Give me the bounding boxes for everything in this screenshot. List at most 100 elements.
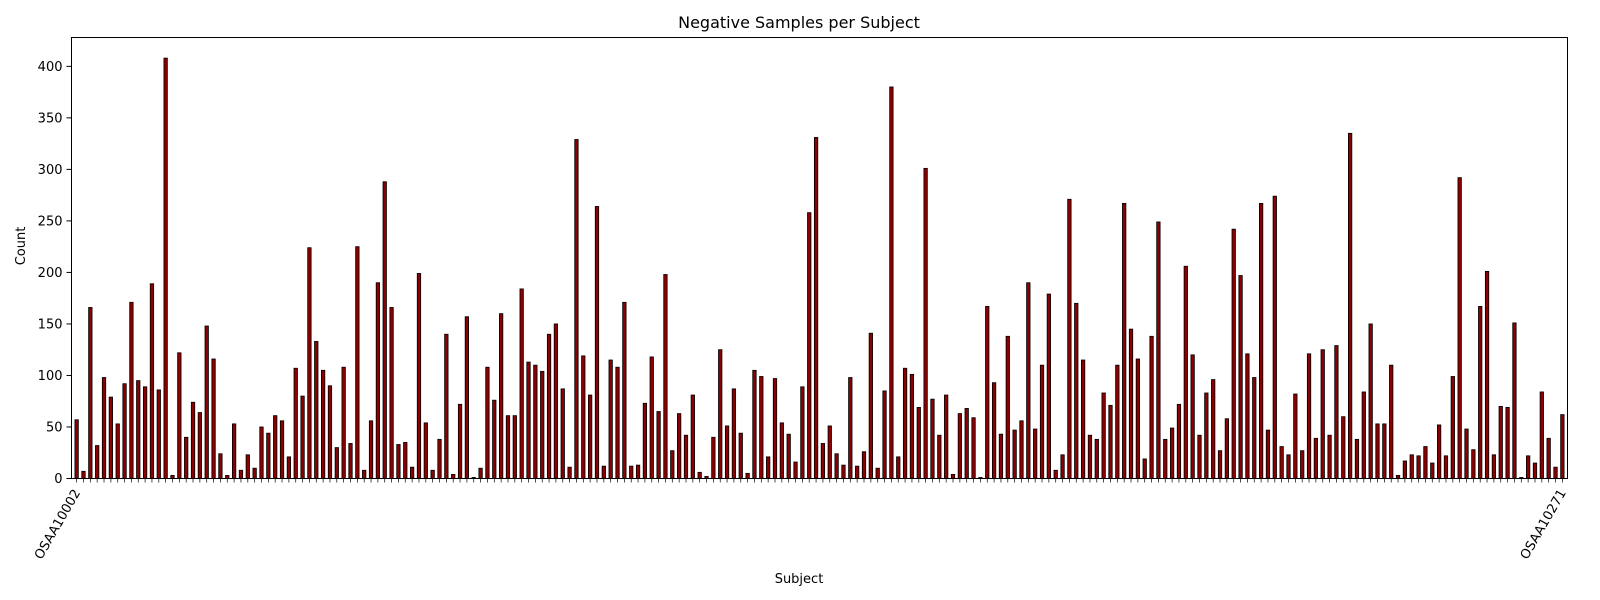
bar: [875, 467, 880, 479]
bar: [1039, 364, 1045, 479]
bar: [163, 57, 168, 479]
bar: [642, 402, 648, 479]
chart-title: Negative Samples per Subject: [678, 13, 920, 32]
bar: [1457, 177, 1462, 479]
bar: [1211, 379, 1216, 479]
bar: [1012, 429, 1017, 479]
bar: [1286, 454, 1291, 479]
bar: [1026, 282, 1031, 479]
bar: [1087, 434, 1093, 479]
bar: [444, 333, 449, 479]
bar: [1005, 335, 1010, 479]
bar: [1409, 454, 1414, 479]
bar: [622, 301, 627, 479]
bar: [971, 417, 976, 479]
bar: [560, 388, 565, 479]
bar: [403, 442, 408, 479]
bar: [1135, 358, 1140, 479]
bar: [1361, 391, 1366, 479]
bar: [759, 376, 764, 479]
bar: [1327, 434, 1332, 479]
bar: [1313, 437, 1318, 479]
bar: [1368, 323, 1373, 479]
bar: [1471, 449, 1476, 479]
bar: [485, 366, 490, 479]
bar: [533, 364, 538, 479]
bar: [1217, 450, 1223, 479]
bar: [190, 401, 196, 479]
bar: [1128, 328, 1134, 479]
bar: [375, 282, 380, 479]
bar: [1115, 364, 1120, 479]
bar: [601, 465, 606, 479]
bar: [813, 137, 819, 479]
bar: [567, 466, 572, 479]
bar: [820, 443, 826, 479]
bar: [286, 456, 291, 479]
bar: [902, 367, 908, 479]
bar: [451, 473, 456, 479]
y-tick-label: 400: [38, 60, 63, 75]
bar: [1300, 450, 1305, 479]
bar: [1306, 353, 1312, 479]
bar: [389, 307, 394, 479]
bar: [279, 420, 285, 479]
bar: [588, 394, 593, 479]
y-tick-label: 350: [38, 111, 63, 126]
bar: [519, 288, 524, 479]
bar: [1334, 345, 1339, 479]
bar: [896, 456, 901, 479]
bar: [581, 355, 586, 479]
bar: [827, 425, 832, 479]
bar: [142, 386, 148, 479]
bar: [649, 356, 654, 479]
bar: [1224, 418, 1229, 479]
bar: [1197, 434, 1202, 479]
bar: [985, 306, 990, 479]
x-tick-label: OSAA10271: [1518, 487, 1570, 562]
bar: [1505, 406, 1510, 479]
bar: [156, 389, 161, 479]
y-tick-label: 50: [46, 420, 63, 435]
bar: [991, 382, 997, 479]
bar: [1183, 265, 1188, 479]
bar: [259, 426, 264, 479]
bar: [930, 398, 935, 479]
bar: [1478, 306, 1483, 479]
bar: [738, 432, 743, 479]
bar: [1402, 460, 1408, 479]
bar: [1375, 423, 1380, 479]
bar: [88, 307, 93, 479]
bar: [382, 181, 387, 479]
y-tick-label: 300: [38, 163, 63, 178]
bar: [724, 425, 730, 479]
bar: [690, 394, 695, 479]
bar: [204, 325, 209, 479]
bar: [1512, 322, 1517, 479]
bar: [663, 274, 668, 479]
bar: [950, 473, 956, 479]
bar: [252, 467, 257, 479]
y-tick-label: 0: [54, 472, 62, 487]
bar: [355, 246, 360, 479]
bar: [793, 461, 798, 479]
bar: [499, 313, 504, 479]
bar: [683, 434, 689, 479]
bar: [1279, 446, 1284, 479]
bar: [1033, 428, 1038, 479]
bar: [800, 386, 805, 479]
bar: [115, 423, 120, 479]
bar: [1074, 302, 1079, 479]
bar: [1259, 202, 1264, 479]
bar: [1539, 391, 1544, 479]
bar: [841, 464, 846, 479]
bar: [957, 413, 962, 479]
bar: [766, 456, 771, 479]
bar: [1169, 427, 1175, 479]
bar: [772, 378, 778, 479]
bar: [779, 422, 784, 479]
bar: [197, 412, 202, 479]
bar: [546, 333, 552, 479]
